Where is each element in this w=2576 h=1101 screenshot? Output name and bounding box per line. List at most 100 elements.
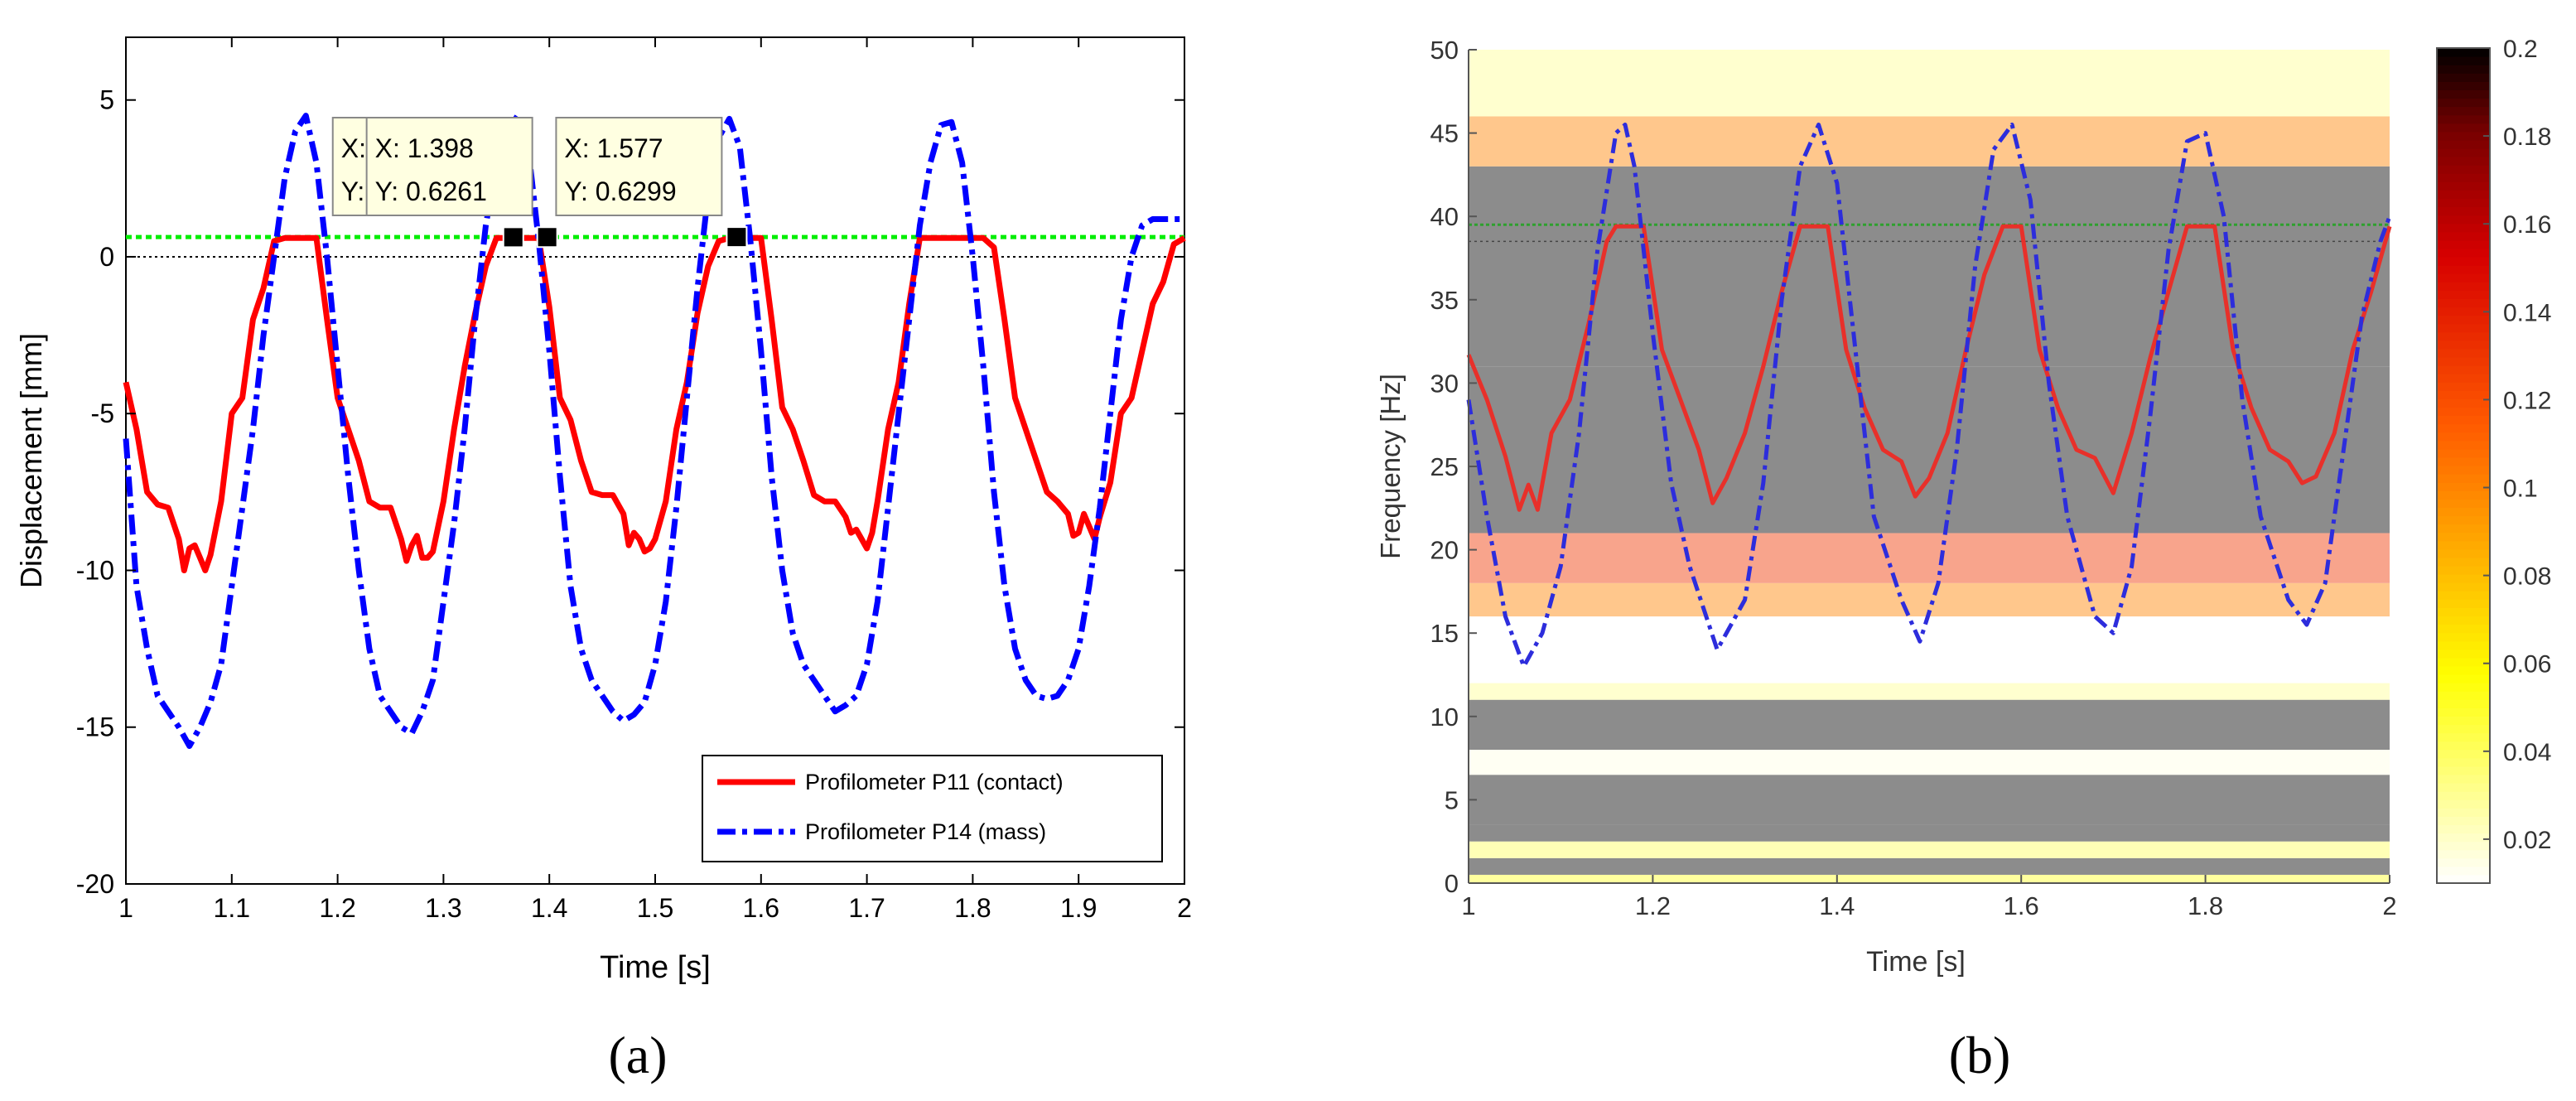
colorbar-cell	[2437, 390, 2490, 399]
colorbar-cell	[2437, 783, 2490, 792]
colorbar-cell	[2437, 799, 2490, 809]
colorbar-cell	[2437, 699, 2490, 708]
y-tick-label-b: 35	[1430, 286, 1459, 315]
colorbar-cell	[2437, 298, 2490, 308]
x-tick-label-b: 1.4	[1819, 891, 1855, 920]
x-tick-label-b: 1.6	[2004, 891, 2039, 920]
data-tip-x: X: 1.577	[564, 133, 663, 163]
y-tick-label-a: 0	[99, 242, 114, 272]
colorbar-cell	[2437, 223, 2490, 233]
colorbar-cell	[2437, 640, 2490, 650]
colorbar-cell	[2437, 81, 2490, 90]
colorbar-cell	[2437, 348, 2490, 358]
colorbar-cell	[2437, 657, 2490, 667]
colorbar-cell	[2437, 89, 2490, 99]
colorbar-cell	[2437, 432, 2490, 442]
colorbar-cell	[2437, 139, 2490, 149]
colorbar-cell	[2437, 490, 2490, 500]
colorbar-cell	[2437, 791, 2490, 800]
panel-a: 1 1.1 1.2 1.3 1.4 1.5 1.6 1.7 1.8 1.9 2 -20 -15 -10 -5…	[14, 36, 1192, 1084]
y-tick-label-a: -15	[76, 712, 114, 742]
colorbar-cell	[2437, 474, 2490, 483]
colorbar-cell	[2437, 591, 2490, 600]
colorbar-tick-label: 0.18	[2503, 123, 2551, 151]
colorbar-cell	[2437, 423, 2490, 433]
colorbar-cell	[2437, 106, 2490, 116]
colorbar-cell	[2437, 48, 2490, 57]
spectrogram-heatmap	[1469, 50, 2390, 883]
colorbar-cell	[2437, 190, 2490, 200]
colorbar-cell	[2437, 257, 2490, 266]
colorbar-cell	[2437, 624, 2490, 634]
colorbar-cell	[2437, 499, 2490, 508]
colorbar-tick-label: 0.16	[2503, 211, 2551, 239]
colorbar-cell	[2437, 123, 2490, 133]
colorbar-cell	[2437, 323, 2490, 333]
colorbar-cell	[2437, 574, 2490, 583]
x-tick-label-a: 1.3	[425, 893, 461, 923]
colorbar-tick-label: 0.02	[2503, 827, 2551, 854]
x-tick-label-a: 1.9	[1060, 893, 1097, 923]
colorbar-cell	[2437, 231, 2490, 241]
colorbar-cell	[2437, 206, 2490, 216]
y-tick-label-b: 40	[1430, 202, 1459, 231]
y-tick-label-b: 5	[1445, 785, 1459, 814]
colorbar-cell	[2437, 356, 2490, 366]
colorbar-cell	[2437, 482, 2490, 491]
colorbar-cell	[2437, 774, 2490, 784]
data-tip-marker	[502, 226, 524, 249]
colorbar-cell	[2437, 448, 2490, 458]
colorbar-cell	[2437, 674, 2490, 683]
colorbar-cell	[2437, 198, 2490, 208]
colorbar-cell	[2437, 440, 2490, 450]
colorbar-cell	[2437, 181, 2490, 191]
x-tick-label-a: 1.4	[531, 893, 567, 923]
colorbar-cell	[2437, 398, 2490, 408]
legend-box	[702, 755, 1163, 862]
colorbar-cell	[2437, 765, 2490, 775]
colorbar-cell	[2437, 365, 2490, 374]
colorbar-cell	[2437, 73, 2490, 82]
data-tip-x: X: 1.398	[375, 133, 474, 163]
colorbar-cell	[2437, 415, 2490, 425]
colorbar-cell	[2437, 173, 2490, 182]
x-axis-label-a: Time [s]	[600, 950, 711, 985]
data-tip-y: Y: 0.6261	[375, 176, 487, 206]
colorbar-cell	[2437, 157, 2490, 166]
colorbar-cell	[2437, 248, 2490, 258]
colorbar-cell	[2437, 540, 2490, 550]
panel-label-b: (b)	[1949, 1026, 2011, 1084]
colorbar-frame	[2436, 47, 2491, 884]
data-tip-box	[555, 117, 723, 216]
legend-label-p14: Profilometer P14 (mass)	[805, 819, 1046, 844]
colorbar-cell	[2437, 265, 2490, 274]
colorbar-cell	[2437, 56, 2490, 65]
colorbar: 0.02 0.04 0.06 0.08 0.1 0.12 0.14 0.16 0.18 0.2	[2436, 36, 2551, 884]
y-axis-label-b: Frequency [Hz]	[1375, 374, 1406, 559]
colorbar-cell	[2437, 707, 2490, 717]
colorbar-cell	[2437, 239, 2490, 249]
colorbar-cell	[2437, 331, 2490, 341]
colorbar-cell	[2437, 683, 2490, 692]
y-tick-label-a: -5	[91, 398, 114, 428]
colorbar-cell	[2437, 98, 2490, 108]
colorbar-tick-label: 0.14	[2503, 299, 2551, 326]
colorbar-cell	[2437, 691, 2490, 700]
y-tick-label-a: 5	[99, 85, 114, 115]
colorbar-cell	[2437, 665, 2490, 675]
colorbar-cell	[2437, 548, 2490, 558]
data-tip-marker	[536, 226, 558, 249]
colorbar-cell	[2437, 315, 2490, 325]
data-tip-y: Y: 0.6299	[564, 176, 676, 206]
y-tick-label-b: 50	[1430, 36, 1459, 65]
colorbar-cell	[2437, 407, 2490, 417]
colorbar-cell	[2437, 557, 2490, 567]
colorbar-cell	[2437, 582, 2490, 592]
x-tick-label-a: 1.5	[637, 893, 673, 923]
x-tick-label-b: 1	[1461, 891, 1475, 920]
colorbar-cell	[2437, 857, 2490, 867]
colorbar-cell	[2437, 282, 2490, 291]
colorbar-cell	[2437, 824, 2490, 834]
